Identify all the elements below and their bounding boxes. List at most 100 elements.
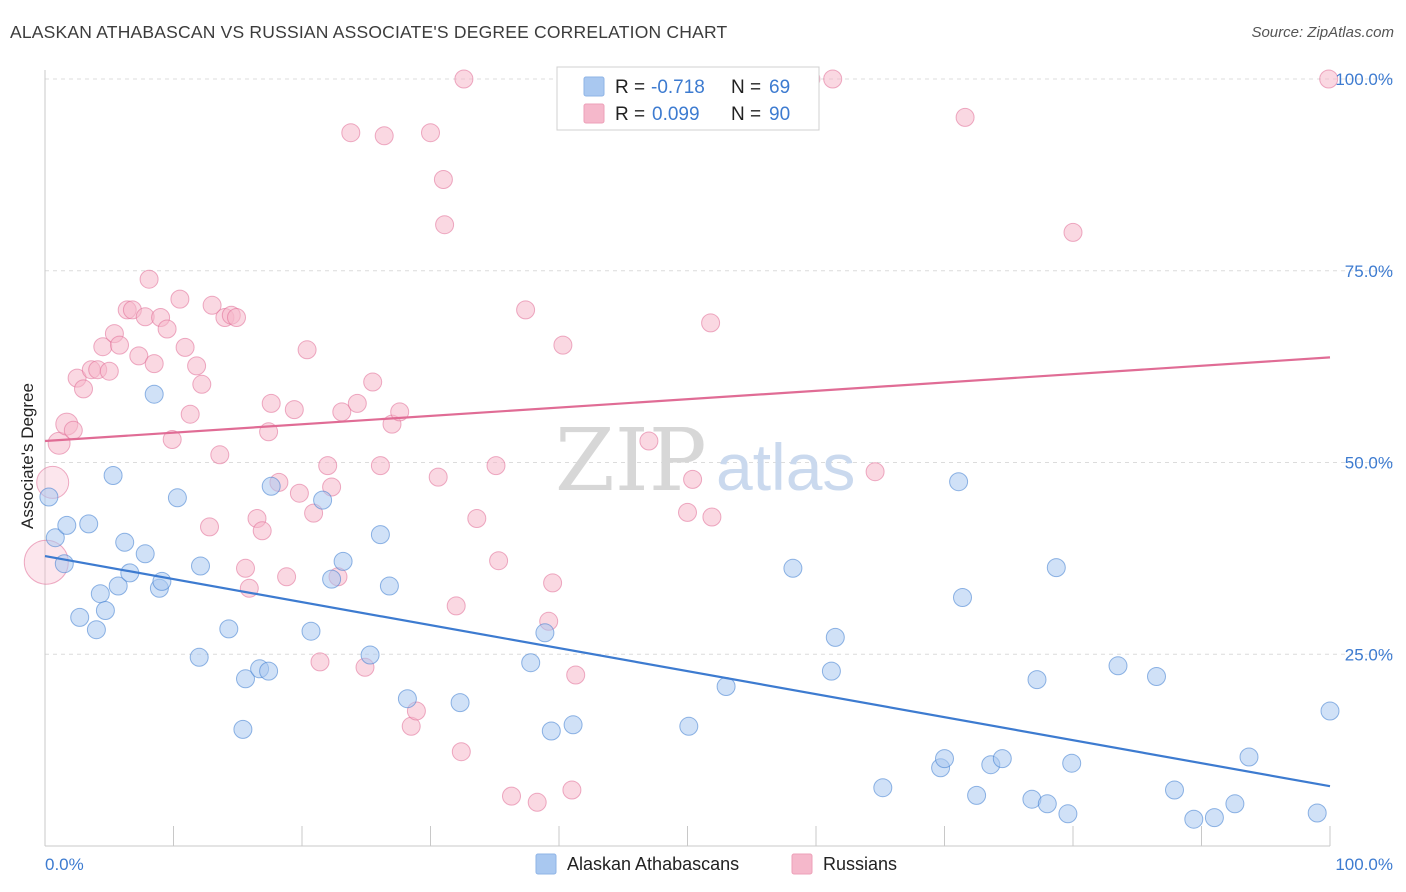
athabascan-point-4 [70, 607, 90, 627]
athabascan-point-11 [115, 532, 135, 552]
athabascan-point-39 [679, 716, 699, 736]
athabascan-point-32 [379, 576, 399, 596]
athabascan-point-43 [821, 661, 841, 681]
bottom-legend: Alaskan Athabascans Russians [535, 853, 897, 875]
athabascan-point-48 [953, 588, 972, 607]
russian-point-36 [252, 521, 272, 541]
athabascan-point-53 [1027, 670, 1047, 690]
athabascan-point-46 [935, 749, 954, 769]
gridlines [45, 78, 1393, 655]
russian-trend-line [44, 356, 1331, 443]
russian-point-33 [236, 558, 255, 578]
athabascan-point-17 [167, 488, 187, 508]
russian-point-68 [486, 456, 506, 476]
russian-point-72 [527, 792, 547, 812]
athabascan-point-6 [86, 620, 106, 640]
athabascan-point-14 [144, 384, 164, 404]
athabascan-point-36 [535, 623, 555, 643]
russian-point-41 [284, 400, 304, 420]
stats-n-value-2: 90 [769, 104, 790, 125]
athabascan-point-27 [313, 490, 333, 510]
russian-point-44 [304, 503, 324, 523]
russian-point-64 [446, 596, 466, 616]
russian-point-32 [227, 308, 246, 327]
legend-swatch-russians [791, 853, 813, 875]
y-tick-label-100: 100.0% [1335, 70, 1393, 89]
athabascan-point-64 [1239, 747, 1259, 767]
athabascan-point-2 [57, 515, 77, 535]
athabascan-point-59 [1147, 667, 1166, 686]
russian-point-88 [1319, 69, 1339, 89]
x-tick-label-min: 0.0% [45, 855, 84, 874]
russian-point-55 [374, 126, 394, 146]
russian-point-24 [180, 404, 200, 424]
y-tick-labels: 25.0% 50.0% 75.0% 100.0% [1335, 70, 1393, 664]
chart-source: Source: ZipAtlas.com [1251, 24, 1394, 41]
russian-point-12 [110, 335, 129, 355]
athabascan-point-42 [825, 627, 845, 647]
chart-title: ALASKAN ATHABASCAN VS RUSSIAN ASSOCIATE'… [10, 22, 728, 42]
x-tick-label-max: 100.0% [1335, 855, 1393, 874]
stats-n-value-1: 69 [769, 77, 790, 98]
russian-point-84 [823, 69, 843, 89]
russian-point-71 [516, 300, 536, 320]
athabascan-point-5 [79, 514, 99, 534]
russian-point-29 [210, 445, 230, 465]
athabascan-point-60 [1165, 780, 1184, 800]
russian-point-65 [451, 742, 471, 762]
russian-point-63 [435, 215, 455, 235]
athabascan-trend-line [44, 555, 1331, 788]
athabascan-point-10 [108, 576, 128, 596]
russian-point-6 [74, 379, 93, 399]
russian-point-76 [562, 780, 582, 800]
athabascan-point-18 [189, 647, 209, 667]
russian-point-86 [955, 107, 975, 127]
athabascan-point-21 [233, 719, 253, 739]
russian-point-15 [129, 346, 149, 366]
russian-point-46 [318, 456, 338, 476]
stats-n-label-1: N = [731, 77, 761, 98]
stats-r-label-2: R = [615, 104, 645, 125]
russian-point-67 [467, 509, 487, 528]
athabascan-points [39, 384, 1340, 829]
athabascan-point-29 [333, 551, 353, 571]
legend-swatch-athabascans [535, 853, 557, 875]
russian-point-20 [157, 319, 177, 339]
russian-point-47 [322, 477, 342, 497]
watermark-zip: ZIP [555, 411, 707, 511]
watermark: ZIP atlas [555, 411, 855, 511]
athabascan-point-34 [450, 693, 470, 713]
russian-point-85 [865, 462, 885, 482]
russian-point-45 [310, 652, 330, 672]
stats-n-label-2: N = [731, 104, 761, 125]
athabascan-point-38 [563, 715, 583, 735]
athabascan-point-61 [1184, 809, 1204, 829]
watermark-atlas: atlas [716, 430, 855, 504]
russian-point-10 [99, 361, 119, 381]
russian-point-18 [144, 354, 164, 374]
stats-r-value-2: 0.099 [652, 104, 700, 125]
russian-point-23 [175, 337, 195, 357]
athabascan-point-25 [261, 476, 281, 496]
athabascan-point-65 [1307, 803, 1327, 823]
athabascan-point-8 [95, 601, 115, 620]
russian-point-27 [200, 517, 219, 537]
y-tick-label-25: 25.0% [1345, 645, 1393, 664]
russian-point-82 [701, 313, 721, 333]
athabascan-point-37 [541, 721, 561, 741]
russian-point-51 [347, 393, 367, 413]
russian-point-26 [192, 374, 212, 394]
russian-point-25 [187, 356, 207, 376]
russian-point-42 [289, 483, 309, 503]
athabascan-point-54 [1037, 794, 1057, 814]
athabascan-point-51 [992, 749, 1012, 769]
stats-legend-swatch-blue [583, 76, 605, 97]
russian-point-61 [428, 467, 448, 487]
russian-point-17 [139, 269, 159, 289]
athabascan-point-47 [949, 472, 969, 492]
russian-point-75 [553, 335, 573, 355]
athabascan-point-28 [322, 569, 342, 589]
athabascan-point-19 [191, 556, 210, 576]
athabascan-point-44 [873, 778, 893, 798]
